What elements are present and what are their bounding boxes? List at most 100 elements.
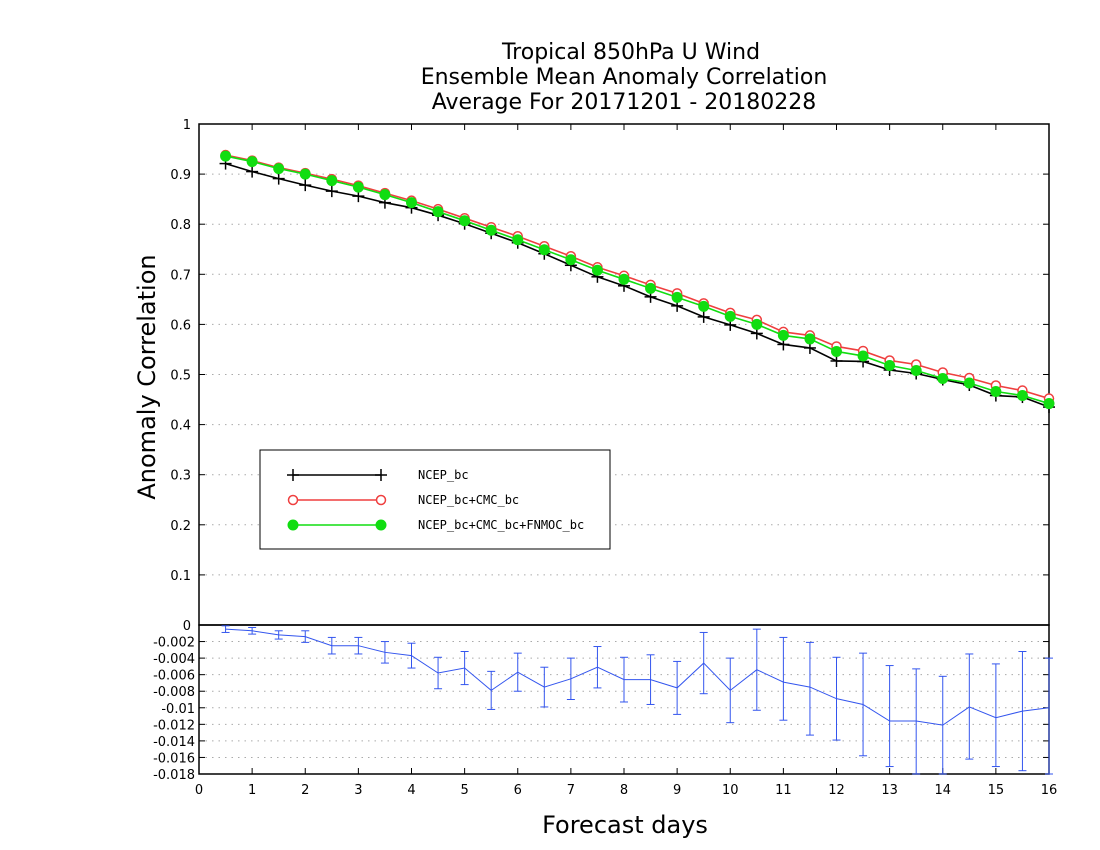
series-0-point (299, 179, 312, 192)
x-tick-label: 7 (567, 783, 575, 798)
series-line-0 (225, 162, 1050, 408)
series-2-point (698, 300, 710, 312)
difference-line (225, 628, 1050, 726)
series-2-point (804, 333, 816, 345)
x-tick-label: 10 (722, 783, 739, 798)
x-tick-label: 6 (514, 783, 522, 798)
legend-marker-2-start (287, 519, 299, 531)
series-2-point (831, 345, 842, 357)
main-y-tick-label: 0.9 (170, 168, 191, 183)
x-axis-title: Forecast days (542, 811, 708, 839)
x-tick-label: 3 (354, 783, 362, 798)
x-axis: 0 1 2 3 4 5 6 7 8 9 10 11 12 13 14 15 16 (195, 124, 1057, 798)
difference-y-tick-label: -0.008 (153, 685, 195, 700)
title-line-2: Ensemble Mean Anomaly Correlation (421, 65, 828, 90)
main-series-group (219, 149, 1055, 414)
series-2 (220, 150, 1055, 410)
series-2-point (618, 273, 630, 285)
legend-marker-0-start (287, 469, 299, 481)
main-y-tick-label: 0.2 (170, 519, 191, 534)
x-tick-label: 1 (248, 783, 256, 798)
series-2-point (963, 377, 975, 389)
series-0-point (697, 310, 710, 323)
difference-y-tick-label: -0.012 (153, 718, 195, 733)
series-0-point (246, 165, 259, 178)
series-2-point (326, 175, 338, 187)
series-2-point (299, 168, 311, 180)
series-2-point (937, 373, 949, 385)
main-y-tick-label: 0.7 (170, 268, 191, 283)
x-tick-label: 14 (934, 783, 951, 798)
y-axis-title: Anomaly Correlation (133, 254, 161, 499)
legend: NCEP_bc NCEP_bc+CMC_bc NCEP_bc+CMC_bc+FN… (259, 449, 611, 550)
series-2-point (512, 234, 524, 246)
series-2-point (459, 215, 471, 227)
series-2-point (246, 156, 258, 168)
series-2-point (485, 224, 497, 236)
series-2-point (379, 189, 391, 201)
x-tick-label: 0 (195, 783, 203, 798)
series-2-point (565, 254, 577, 266)
series-line-1 (225, 154, 1050, 400)
series-0-point (325, 185, 338, 198)
difference-y-tick-label: -0.004 (153, 652, 195, 667)
x-tick-label: 15 (988, 783, 1005, 798)
chart-title: Tropical 850hPa U Wind Ensemble Mean Ano… (421, 40, 828, 115)
main-y-tick-label: 0.5 (170, 369, 191, 384)
series-2-point (1016, 390, 1028, 402)
main-y-axis: 0 0.1 0.2 0.3 0.4 0.5 0.6 0.7 0.8 0.9 1 (170, 118, 1049, 634)
legend-marker-1-start (287, 494, 299, 506)
title-line-3: Average For 20171201 - 20180228 (432, 90, 817, 115)
difference-y-tick-label: -0.014 (153, 735, 195, 750)
legend-marker-2-end (375, 519, 387, 531)
x-tick-label: 16 (1041, 783, 1058, 798)
legend-items (287, 469, 387, 531)
series-1 (220, 149, 1055, 404)
series-2-point (777, 329, 789, 341)
series-0-point (272, 172, 285, 185)
difference-y-tick-label: -0.002 (153, 636, 195, 651)
main-y-tick-label: 0.8 (170, 218, 191, 233)
series-2-point (406, 197, 417, 209)
series-2-point (910, 364, 922, 376)
legend-label-ncep-cmc: NCEP_bc+CMC_bc (418, 493, 519, 507)
series-2-point (591, 264, 603, 276)
difference-series-0 (221, 625, 1053, 775)
legend-label-ncep-cmc-fnmoc: NCEP_bc+CMC_bc+FNMOC_bc (418, 518, 584, 532)
series-2-point (990, 386, 1002, 398)
main-y-tick-label: 0.6 (170, 318, 191, 333)
x-tick-label: 9 (673, 783, 681, 798)
difference-y-axis: -0.002-0.004 -0.006-0.008 -0.01-0.012 -0.01… (153, 636, 1049, 783)
series-2-point (671, 291, 683, 303)
series-2-point (645, 282, 657, 294)
x-tick-label: 4 (407, 783, 415, 798)
series-2-point (1043, 398, 1055, 410)
title-line-1: Tropical 850hPa U Wind (501, 40, 760, 65)
x-tick-label: 12 (828, 783, 845, 798)
difference-y-tick-label: -0.016 (153, 751, 195, 766)
x-tick-label: 11 (775, 783, 792, 798)
main-y-tick-label: 1 (183, 118, 191, 133)
series-0-point (830, 354, 843, 367)
series-2-point (751, 318, 763, 330)
series-2-point (724, 310, 736, 322)
legend-marker-1-end (375, 494, 387, 506)
legend-label-ncep-bc: NCEP_bc (418, 468, 469, 482)
x-tick-label: 13 (881, 783, 898, 798)
series-2-point (352, 181, 364, 193)
series-2-point (538, 244, 550, 256)
difference-y-tick-label: -0.018 (153, 768, 195, 783)
series-2-point (220, 150, 232, 162)
main-y-tick-label: 0 (183, 619, 191, 634)
x-tick-label: 5 (460, 783, 468, 798)
difference-series-group (221, 625, 1053, 775)
main-y-tick-label: 0.1 (170, 569, 191, 584)
series-2-point (857, 350, 869, 362)
series-2-point (432, 206, 444, 218)
x-tick-label: 8 (620, 783, 628, 798)
x-tick-label: 2 (301, 783, 309, 798)
main-y-tick-label: 0.4 (170, 419, 191, 434)
series-2-point (884, 359, 896, 371)
difference-y-tick-label: -0.01 (161, 702, 195, 717)
